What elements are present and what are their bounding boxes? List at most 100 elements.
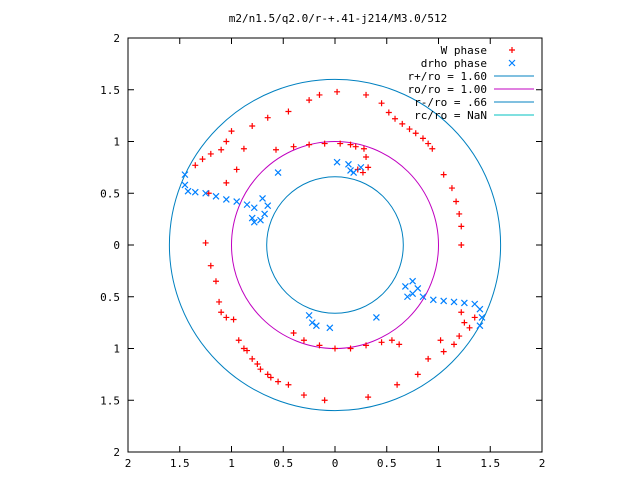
- w-phase-point: [363, 91, 370, 98]
- drho-phase-point: [202, 189, 210, 197]
- w-phase-point: [458, 223, 465, 230]
- w-phase-point: [228, 128, 235, 135]
- w-phase-point: [425, 355, 432, 362]
- circle-1-6: [168, 78, 502, 412]
- data-points: [181, 88, 486, 404]
- w-phase-point: [230, 316, 237, 323]
- w-phase-point: [458, 309, 465, 316]
- w-phase-point: [453, 198, 460, 205]
- w-phase-point: [273, 146, 280, 153]
- x-tick-label: 2: [125, 457, 132, 470]
- w-phase-point: [456, 210, 463, 217]
- w-phase-point: [359, 169, 366, 176]
- drho-phase-point: [372, 314, 380, 321]
- y-tick-label: 1: [113, 136, 120, 149]
- drho-phase-point: [305, 311, 313, 319]
- w-phase-point: [285, 108, 292, 115]
- drho-phase-point: [409, 290, 417, 298]
- drho-phase-point: [460, 299, 468, 307]
- drho-phase-point: [264, 202, 272, 210]
- w-phase-point: [207, 150, 214, 157]
- w-phase-point: [249, 122, 256, 129]
- w-phase-point: [360, 145, 367, 152]
- w-phase-point: [456, 333, 463, 340]
- w-phase-point: [412, 130, 419, 137]
- drho-phase-point: [274, 169, 282, 176]
- w-phase-point: [249, 355, 256, 362]
- w-phase-point: [218, 146, 225, 153]
- w-phase-point: [365, 164, 372, 171]
- w-phase-point: [354, 166, 361, 173]
- w-phase-point: [425, 140, 432, 147]
- legend-marker-plus: [509, 47, 515, 53]
- drho-phase-point: [414, 285, 422, 292]
- drho-phase-point: [333, 158, 341, 166]
- w-phase-point: [300, 392, 307, 399]
- drho-phase-point: [248, 214, 256, 222]
- w-phase-point: [223, 138, 230, 145]
- w-phase-point: [235, 337, 242, 344]
- w-phase-point: [365, 394, 372, 401]
- w-phase-point: [264, 371, 271, 378]
- w-phase-point: [300, 337, 307, 344]
- drho-phase-point: [401, 282, 409, 290]
- w-phase-point: [396, 341, 403, 348]
- y-tick-label: 0: [113, 239, 120, 252]
- w-phase-point: [218, 309, 225, 316]
- drho-phase-point: [243, 201, 251, 209]
- y-tick-label: 1.5: [100, 394, 120, 407]
- x-tick-label: 1.5: [170, 457, 190, 470]
- w-phase-point: [290, 329, 297, 336]
- w-phase-point: [419, 135, 426, 142]
- w-phase-point: [216, 298, 223, 305]
- w-phase-point: [192, 162, 199, 169]
- drho-phase-point: [476, 305, 484, 313]
- drho-phase-point: [184, 187, 192, 195]
- x-tick-label: 1: [228, 457, 235, 470]
- x-tick-label: 1.5: [480, 457, 500, 470]
- w-phase-point: [414, 371, 421, 378]
- drho-phase-point: [257, 216, 264, 224]
- w-phase-point: [406, 126, 413, 133]
- chart-title: m2/n1.5/q2.0/r-+.41-j214/M3.0/512: [229, 12, 448, 25]
- y-tick-label: 0.5: [100, 291, 120, 304]
- w-phase-point: [244, 347, 251, 354]
- legend-label: r-/ro = .66: [414, 96, 487, 109]
- w-phase-point: [448, 185, 455, 192]
- w-phase-point: [388, 337, 395, 344]
- drho-phase-point: [471, 300, 479, 308]
- drho-phase-point: [259, 195, 266, 202]
- w-phase-point: [267, 374, 274, 381]
- drho-phase-point: [308, 319, 316, 327]
- w-phase-point: [316, 342, 323, 349]
- w-phase-point: [306, 141, 313, 148]
- drho-phase-point: [450, 298, 458, 306]
- drho-phase-point: [233, 198, 241, 205]
- w-phase-point: [378, 339, 385, 346]
- legend-label: ro/ro = 1.00: [408, 83, 487, 96]
- drho-phase-point: [409, 277, 417, 285]
- w-phase-point: [466, 324, 473, 331]
- w-phase-point: [461, 319, 468, 326]
- drho-phase-point: [478, 314, 486, 321]
- circle-0-66: [266, 176, 404, 314]
- drho-phase-point: [345, 160, 352, 168]
- w-phase-point: [385, 109, 392, 116]
- w-phase-point: [334, 88, 341, 95]
- w-phase-point: [254, 361, 261, 368]
- w-phase-point: [394, 381, 401, 388]
- w-phase-point: [264, 114, 271, 121]
- drho-phase-point: [440, 297, 448, 305]
- legend-label: W phase: [441, 44, 487, 57]
- w-phase-point: [199, 156, 206, 163]
- y-tick-label: 0.5: [100, 187, 120, 200]
- drho-phase-point: [261, 210, 269, 218]
- drho-phase-point: [191, 188, 199, 196]
- w-phase-point: [352, 143, 359, 150]
- w-phase-point: [240, 345, 247, 352]
- drho-phase-point: [222, 196, 230, 203]
- w-phase-point: [399, 120, 406, 127]
- y-tick-label: 1.5: [100, 84, 120, 97]
- legend-marker-cross: [508, 59, 516, 67]
